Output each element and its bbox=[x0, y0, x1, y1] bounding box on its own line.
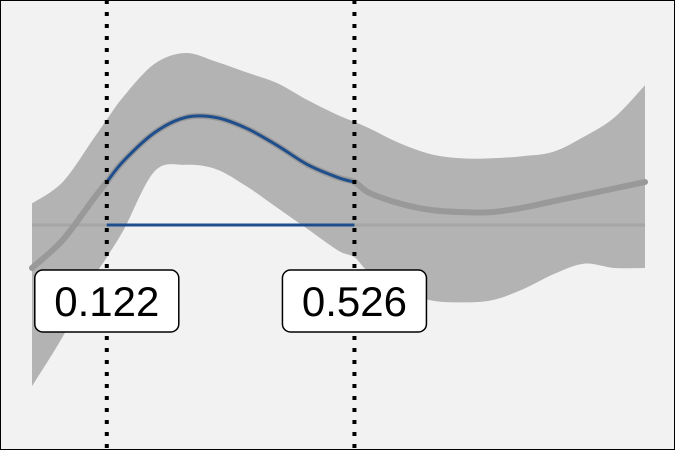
marker-label-2: 0.526 bbox=[302, 278, 407, 325]
confidence-band bbox=[32, 52, 645, 387]
marker-label-1: 0.122 bbox=[54, 278, 159, 325]
marker-label-box-2 bbox=[281, 269, 428, 333]
highlight-curve bbox=[105, 114, 355, 184]
marker-label-box-1 bbox=[34, 269, 180, 333]
